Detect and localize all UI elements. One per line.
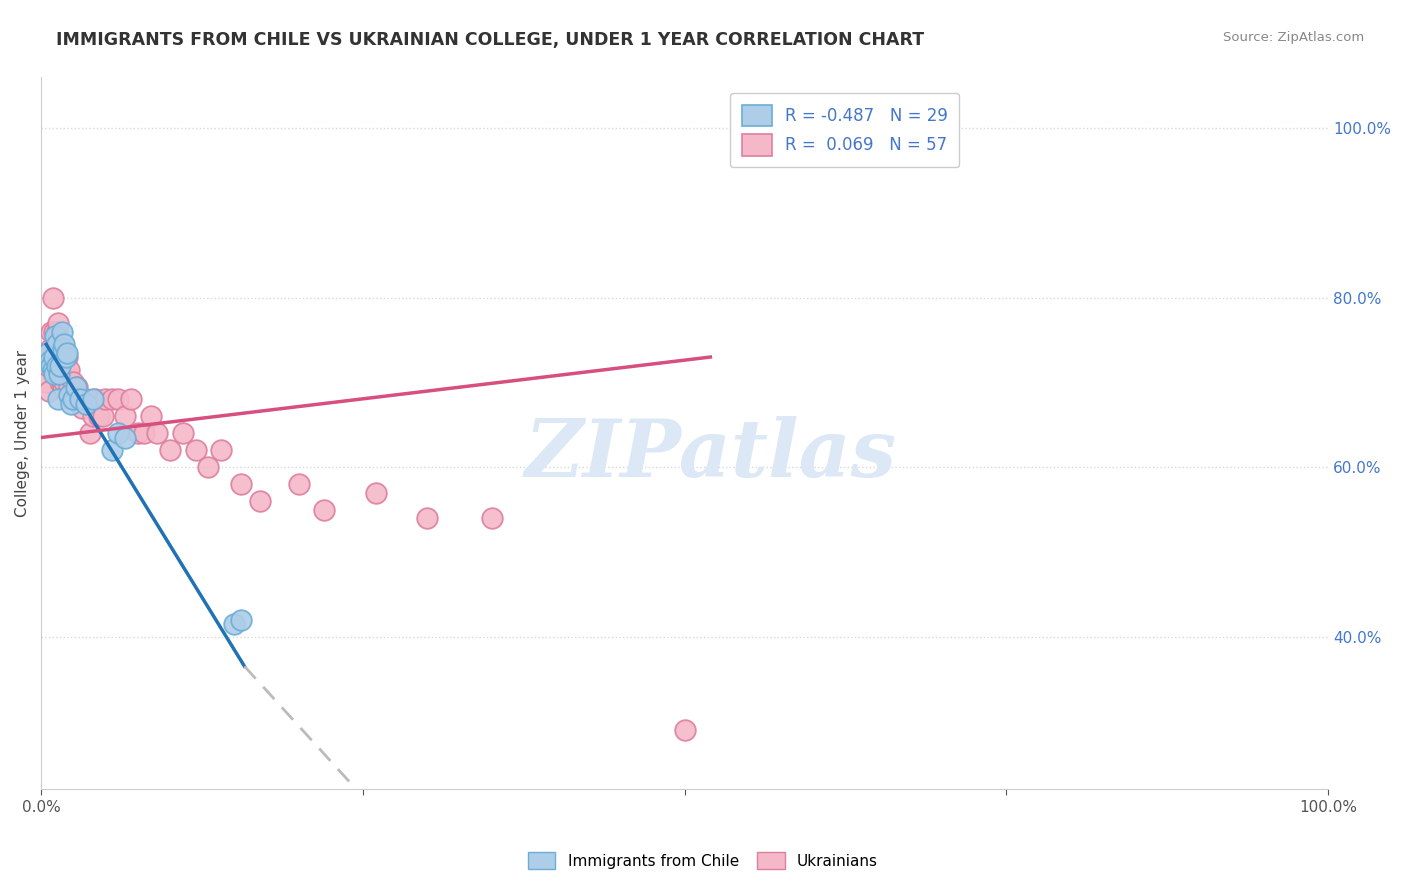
Point <box>120 392 142 407</box>
Point <box>69 392 91 407</box>
Point <box>35 376 58 390</box>
Point <box>56 350 79 364</box>
Point <box>58 388 80 402</box>
Point <box>49 350 72 364</box>
Point <box>44 342 66 356</box>
Text: Source: ZipAtlas.com: Source: ZipAtlas.com <box>1223 31 1364 45</box>
Point <box>72 401 94 415</box>
Point <box>60 392 83 407</box>
Point <box>65 380 87 394</box>
Point <box>46 316 69 330</box>
Point <box>673 723 696 737</box>
Point <box>41 325 63 339</box>
Point <box>84 392 107 407</box>
Point <box>139 409 162 424</box>
Point <box>107 392 129 407</box>
Point <box>146 426 169 441</box>
Point <box>82 409 104 424</box>
Point <box>287 477 309 491</box>
Point <box>79 426 101 441</box>
Point <box>42 325 65 339</box>
Point <box>55 367 77 381</box>
Point <box>91 409 114 424</box>
Point <box>45 359 67 373</box>
Legend: R = -0.487   N = 29, R =  0.069   N = 57: R = -0.487 N = 29, R = 0.069 N = 57 <box>730 93 959 168</box>
Point <box>224 616 246 631</box>
Point <box>53 337 76 351</box>
Point <box>37 359 59 373</box>
Point <box>51 325 73 339</box>
Point <box>42 359 65 373</box>
Point <box>184 443 207 458</box>
Point <box>58 380 80 394</box>
Point <box>55 350 77 364</box>
Point <box>49 359 72 373</box>
Point <box>364 485 387 500</box>
Point <box>87 409 110 424</box>
Point <box>38 384 60 398</box>
Point <box>229 477 252 491</box>
Y-axis label: College, Under 1 year: College, Under 1 year <box>15 350 30 516</box>
Point <box>56 346 79 360</box>
Point <box>42 350 65 364</box>
Point <box>159 443 181 458</box>
Point <box>229 613 252 627</box>
Point <box>56 367 79 381</box>
Point <box>49 376 72 390</box>
Point <box>101 443 124 458</box>
Point <box>172 426 194 441</box>
Point <box>249 494 271 508</box>
Point <box>41 363 63 377</box>
Legend: Immigrants from Chile, Ukrainians: Immigrants from Chile, Ukrainians <box>522 846 884 875</box>
Point <box>44 329 66 343</box>
Point <box>197 460 219 475</box>
Point <box>62 392 84 407</box>
Point <box>41 291 63 305</box>
Point <box>48 367 70 381</box>
Point <box>127 426 149 441</box>
Point <box>82 392 104 407</box>
Text: IMMIGRANTS FROM CHILE VS UKRAINIAN COLLEGE, UNDER 1 YEAR CORRELATION CHART: IMMIGRANTS FROM CHILE VS UKRAINIAN COLLE… <box>56 31 924 49</box>
Point <box>39 354 62 368</box>
Point <box>416 511 439 525</box>
Point <box>94 392 117 407</box>
Point <box>63 392 86 407</box>
Point <box>59 397 82 411</box>
Point <box>41 359 63 373</box>
Point <box>46 392 69 407</box>
Point <box>58 363 80 377</box>
Point <box>42 367 65 381</box>
Point <box>65 384 87 398</box>
Point <box>209 443 232 458</box>
Point <box>53 376 76 390</box>
Point <box>45 337 67 351</box>
Point <box>62 376 84 390</box>
Point <box>39 342 62 356</box>
Point <box>52 342 75 356</box>
Point <box>132 426 155 441</box>
Point <box>107 426 129 441</box>
Point <box>314 502 336 516</box>
Point <box>75 392 97 407</box>
Point <box>101 392 124 407</box>
Point <box>37 346 59 360</box>
Point <box>52 380 75 394</box>
Point <box>481 511 503 525</box>
Point <box>114 431 136 445</box>
Point <box>75 397 97 411</box>
Point <box>48 367 70 381</box>
Text: ZIPatlas: ZIPatlas <box>524 416 897 493</box>
Point <box>51 376 73 390</box>
Point <box>66 380 89 394</box>
Point <box>45 325 67 339</box>
Point <box>69 392 91 407</box>
Point <box>114 409 136 424</box>
